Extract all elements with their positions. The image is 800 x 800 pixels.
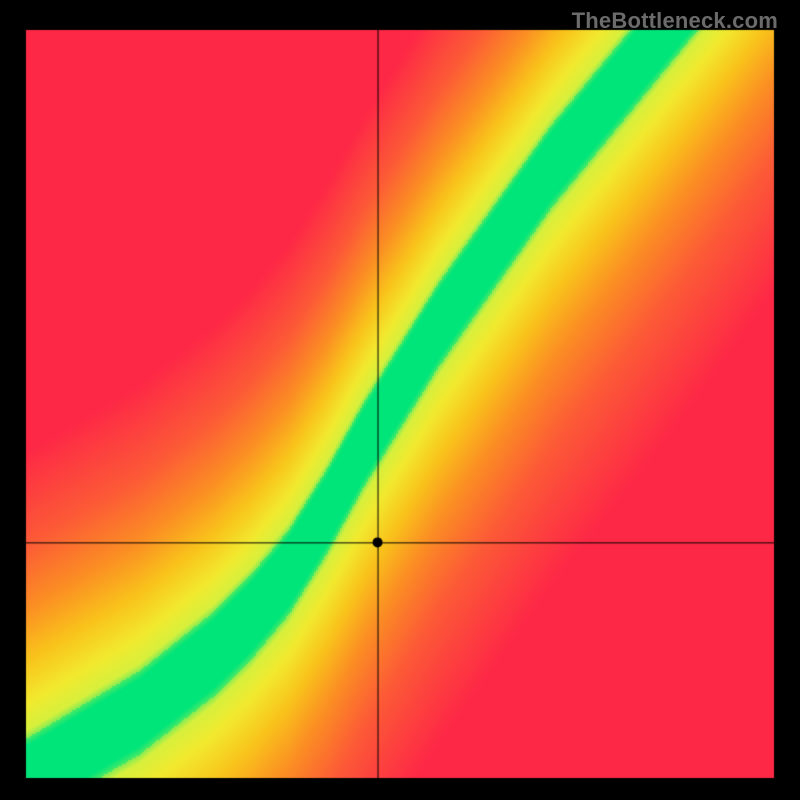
watermark-text: TheBottleneck.com — [572, 8, 778, 34]
bottleneck-heatmap — [0, 0, 800, 800]
